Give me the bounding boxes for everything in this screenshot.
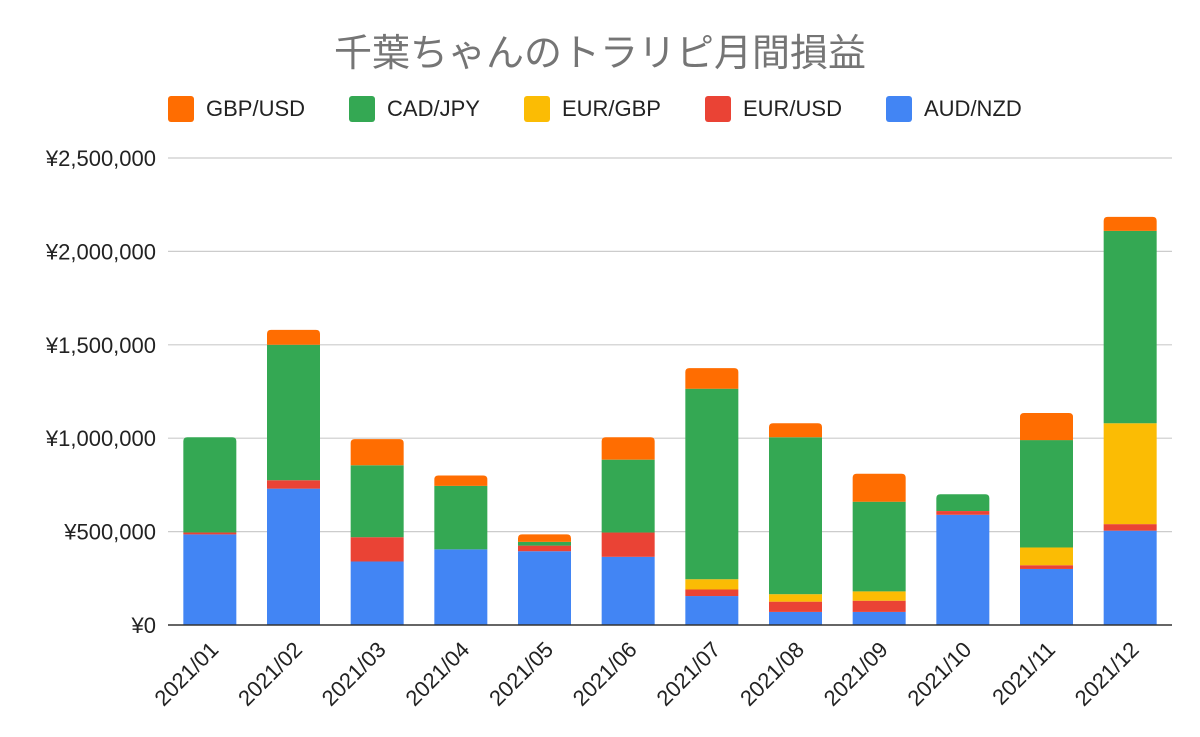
bar-gbp-usd-2021-02 xyxy=(267,329,320,345)
bar-cad-jpy-2021-04 xyxy=(434,485,488,550)
y-tick-label: ¥2,500,000 xyxy=(45,146,156,171)
x-tick-label: 2021/02 xyxy=(233,637,307,711)
bar-cad-jpy-2021-10 xyxy=(936,494,990,512)
bar-cad-jpy-2021-02 xyxy=(267,344,320,481)
bar-aud-nzd-2021-04 xyxy=(434,549,488,625)
chart-title: 千葉ちゃんのトラリピ月間損益 xyxy=(333,31,866,75)
y-tick-label: ¥500,000 xyxy=(63,520,156,545)
bar-eur-gbp-2021-07 xyxy=(685,579,739,590)
x-tick-label: 2021/09 xyxy=(819,637,893,711)
bar-gbp-usd-2021-09 xyxy=(852,473,906,502)
bar-cad-jpy-2021-06 xyxy=(601,459,655,533)
legend-label: AUD/NZD xyxy=(924,96,1022,121)
bar-aud-nzd-2021-12 xyxy=(1103,530,1157,625)
legend-label: CAD/JPY xyxy=(387,96,480,121)
bar-eur-usd-2021-02 xyxy=(267,480,320,489)
legend-item-aud-nzd: AUD/NZD xyxy=(886,96,1022,122)
bar-aud-nzd-2021-10 xyxy=(936,514,990,625)
bar-cad-jpy-2021-08 xyxy=(769,437,822,595)
legend: GBP/USD CAD/JPY EUR/GBP EUR/USD AUD/NZD xyxy=(168,92,1066,126)
bar-eur-usd-2021-09 xyxy=(852,600,906,612)
legend-swatch xyxy=(886,96,912,122)
legend-item-gbp-usd: GBP/USD xyxy=(168,96,305,122)
y-tick-label: ¥0 xyxy=(131,613,156,638)
bar-aud-nzd-2021-01 xyxy=(183,534,237,625)
x-tick-label: 2021/03 xyxy=(317,637,391,711)
bar-gbp-usd-2021-06 xyxy=(601,437,655,460)
legend-item-eur-usd: EUR/USD xyxy=(704,96,842,122)
bar-cad-jpy-2021-01 xyxy=(183,437,237,533)
legend-swatch xyxy=(704,96,731,122)
bar-gbp-usd-2021-05 xyxy=(518,534,571,542)
bar-aud-nzd-2021-05 xyxy=(518,551,571,625)
bar-eur-usd-2021-01 xyxy=(183,532,237,535)
bar-cad-jpy-2021-03 xyxy=(350,465,404,538)
x-tick-label: 2021/01 xyxy=(149,637,223,711)
legend-swatch xyxy=(349,96,376,122)
bar-eur-usd-2021-10 xyxy=(936,511,990,515)
bar-eur-usd-2021-05 xyxy=(518,545,571,552)
bar-gbp-usd-2021-08 xyxy=(769,423,822,438)
bar-gbp-usd-2021-07 xyxy=(685,368,739,389)
legend-label: EUR/GBP xyxy=(561,96,661,121)
legend-label: EUR/USD xyxy=(742,96,842,121)
bar-eur-usd-2021-07 xyxy=(685,589,739,597)
bar-cad-jpy-2021-11 xyxy=(1020,440,1073,548)
x-tick-label: 2021/04 xyxy=(400,637,474,711)
bar-eur-usd-2021-12 xyxy=(1103,524,1157,531)
bar-eur-usd-2021-08 xyxy=(769,601,822,612)
bar-eur-usd-2021-03 xyxy=(350,537,404,562)
x-tick-label: 2021/06 xyxy=(568,637,642,711)
x-tick-label: 2021/12 xyxy=(1070,637,1144,711)
bar-aud-nzd-2021-07 xyxy=(685,596,739,625)
legend-item-cad-jpy: CAD/JPY xyxy=(349,96,480,122)
y-tick-label: ¥1,000,000 xyxy=(45,426,156,451)
bar-eur-gbp-2021-11 xyxy=(1020,547,1073,566)
x-tick-label: 2021/05 xyxy=(484,637,558,711)
x-tick-label: 2021/08 xyxy=(735,637,809,711)
x-tick-label: 2021/11 xyxy=(987,637,1060,710)
legend-label: GBP/USD xyxy=(206,96,306,121)
bar-aud-nzd-2021-08 xyxy=(769,611,822,625)
bar-gbp-usd-2021-04 xyxy=(434,475,488,486)
legend-swatch xyxy=(168,96,194,122)
y-tick-label: ¥1,500,000 xyxy=(45,333,156,358)
x-tick-label: 2021/10 xyxy=(902,637,976,711)
bar-eur-gbp-2021-08 xyxy=(769,594,822,602)
bar-cad-jpy-2021-12 xyxy=(1103,230,1157,424)
bar-cad-jpy-2021-09 xyxy=(852,501,906,592)
legend-swatch xyxy=(523,96,550,122)
bar-aud-nzd-2021-06 xyxy=(601,556,655,625)
bar-eur-usd-2021-11 xyxy=(1020,565,1073,569)
bar-eur-gbp-2021-09 xyxy=(852,591,906,601)
x-tick-label: 2021/07 xyxy=(651,637,725,711)
bar-gbp-usd-2021-12 xyxy=(1103,216,1157,231)
y-tick-label: ¥2,000,000 xyxy=(45,239,156,264)
bar-aud-nzd-2021-02 xyxy=(267,488,320,625)
bar-gbp-usd-2021-03 xyxy=(350,439,404,466)
bar-eur-gbp-2021-12 xyxy=(1103,423,1157,525)
bar-cad-jpy-2021-05 xyxy=(518,541,571,546)
bar-aud-nzd-2021-11 xyxy=(1020,568,1073,625)
legend-item-eur-gbp: EUR/GBP xyxy=(523,96,661,122)
bar-cad-jpy-2021-07 xyxy=(685,388,739,580)
bar-eur-usd-2021-06 xyxy=(601,532,655,557)
bar-gbp-usd-2021-11 xyxy=(1020,412,1073,441)
bar-aud-nzd-2021-03 xyxy=(350,561,404,625)
bar-aud-nzd-2021-09 xyxy=(852,611,906,625)
